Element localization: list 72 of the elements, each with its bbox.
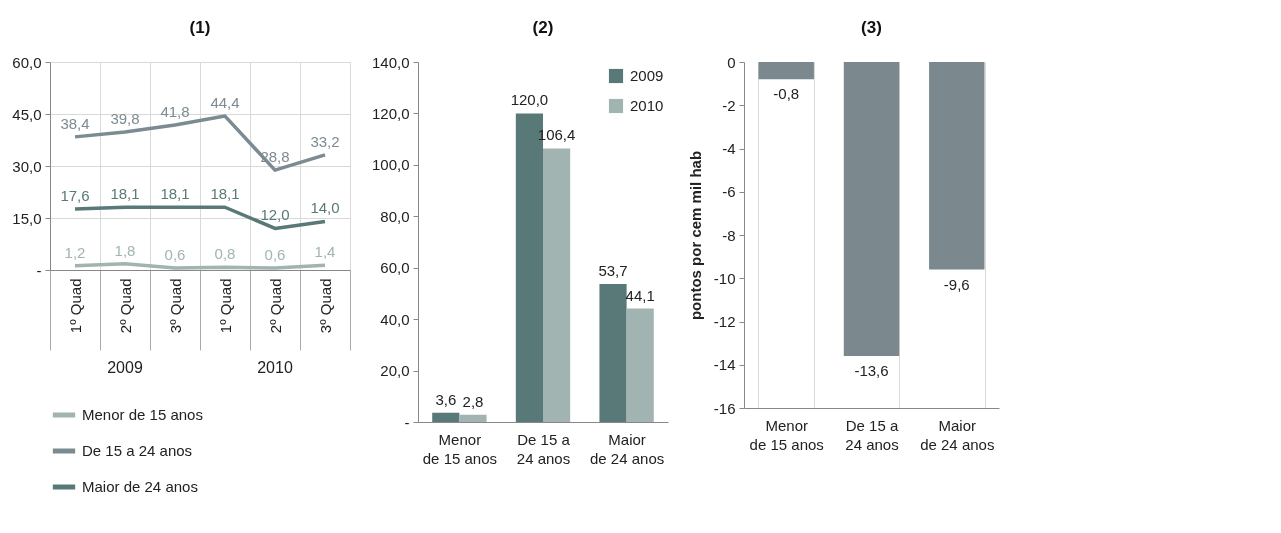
- y-tick-label: -: [36, 261, 42, 279]
- y-tick-label: 20,0: [380, 362, 410, 380]
- x-tick-label: 1º Quad: [66, 278, 84, 334]
- y-tick-label: 30,0: [12, 157, 42, 175]
- data-label: 14,0: [310, 199, 340, 217]
- y-tick-label: 120,0: [371, 104, 410, 122]
- data-label: -9,6: [943, 275, 970, 293]
- data-label: 0,8: [214, 245, 236, 263]
- y-tick-label: -10: [713, 269, 736, 287]
- data-label: 0,6: [264, 245, 286, 263]
- x-tick-label: 2º Quad: [266, 278, 284, 334]
- bar: [626, 308, 654, 422]
- x-tick-label: Maior de 24 anos: [920, 416, 995, 453]
- data-label: 38,4: [60, 114, 90, 132]
- data-label: 18,1: [110, 185, 140, 203]
- y-tick-label: 15,0: [12, 209, 42, 227]
- y-tick-label: -16: [713, 399, 736, 417]
- y-tick-label: -8: [722, 226, 736, 244]
- y-tick-label: 60,0: [380, 259, 410, 277]
- x-tick-label: Maior de 24 anos: [589, 430, 665, 467]
- data-label: 18,1: [160, 185, 190, 203]
- x-tick-label: 3º Quad: [316, 278, 334, 334]
- x-tick-label: 2º Quad: [116, 278, 134, 334]
- y-tick-label: 140,0: [371, 53, 410, 71]
- bar: [543, 148, 571, 422]
- text: 2010: [257, 359, 293, 376]
- y-tick-label: 60,0: [12, 53, 42, 71]
- legend-label: Maior de 24 anos: [82, 478, 198, 495]
- data-label: 18,1: [210, 185, 240, 203]
- y-tick-label: -2: [722, 96, 736, 114]
- y-tick-label: -: [404, 413, 410, 431]
- y-tick-label: -6: [722, 183, 736, 201]
- data-label: 3,6: [435, 390, 457, 408]
- x-tick-label: 3º Quad: [166, 278, 184, 334]
- legend-label: 2010: [630, 97, 664, 114]
- data-label: 33,2: [310, 132, 340, 150]
- bar: [432, 412, 460, 422]
- chart-title: (1): [189, 18, 211, 37]
- data-label: 39,8: [110, 110, 140, 128]
- data-label: 120,0: [510, 91, 549, 109]
- chart-title: (3): [861, 18, 882, 37]
- x-tick-label: 1º Quad: [216, 278, 234, 334]
- data-label: -0,8: [773, 85, 800, 103]
- bar: [599, 283, 627, 422]
- data-label: 1,4: [314, 243, 336, 261]
- y-tick-label: 45,0: [12, 105, 42, 123]
- x-tick-label: Menor de 15 anos: [422, 430, 498, 467]
- legend-label: 2009: [630, 67, 664, 84]
- data-label: 41,8: [160, 103, 190, 121]
- y-tick-label: 80,0: [380, 207, 410, 225]
- data-label: 2,8: [462, 392, 484, 410]
- x-tick-label: De 15 a 24 anos: [845, 416, 899, 453]
- data-label: 1,2: [64, 243, 86, 261]
- text: 2009: [107, 359, 143, 376]
- y-tick-label: -12: [713, 313, 736, 330]
- chart-title: (2): [532, 18, 554, 37]
- data-label: 0,6: [164, 245, 186, 263]
- y-tick-label: -14: [713, 356, 736, 374]
- data-label: 53,7: [598, 261, 628, 279]
- y-tick-label: 100,0: [371, 156, 410, 174]
- y-axis-title: pontos por cem mil hab: [686, 150, 704, 321]
- x-tick-label: Menor de 15 anos: [749, 416, 824, 453]
- bar: [459, 414, 487, 422]
- data-label: 44,4: [210, 94, 240, 112]
- data-label: 1,8: [114, 241, 136, 259]
- data-label: -13,6: [854, 362, 889, 380]
- data-label: 12,0: [260, 206, 290, 224]
- data-label: 17,6: [60, 186, 90, 204]
- y-tick-label: 40,0: [380, 310, 410, 328]
- y-tick-label: -4: [722, 140, 736, 157]
- x-tick-label: De 15 a 24 anos: [516, 430, 571, 467]
- y-tick-label: 0: [727, 53, 736, 71]
